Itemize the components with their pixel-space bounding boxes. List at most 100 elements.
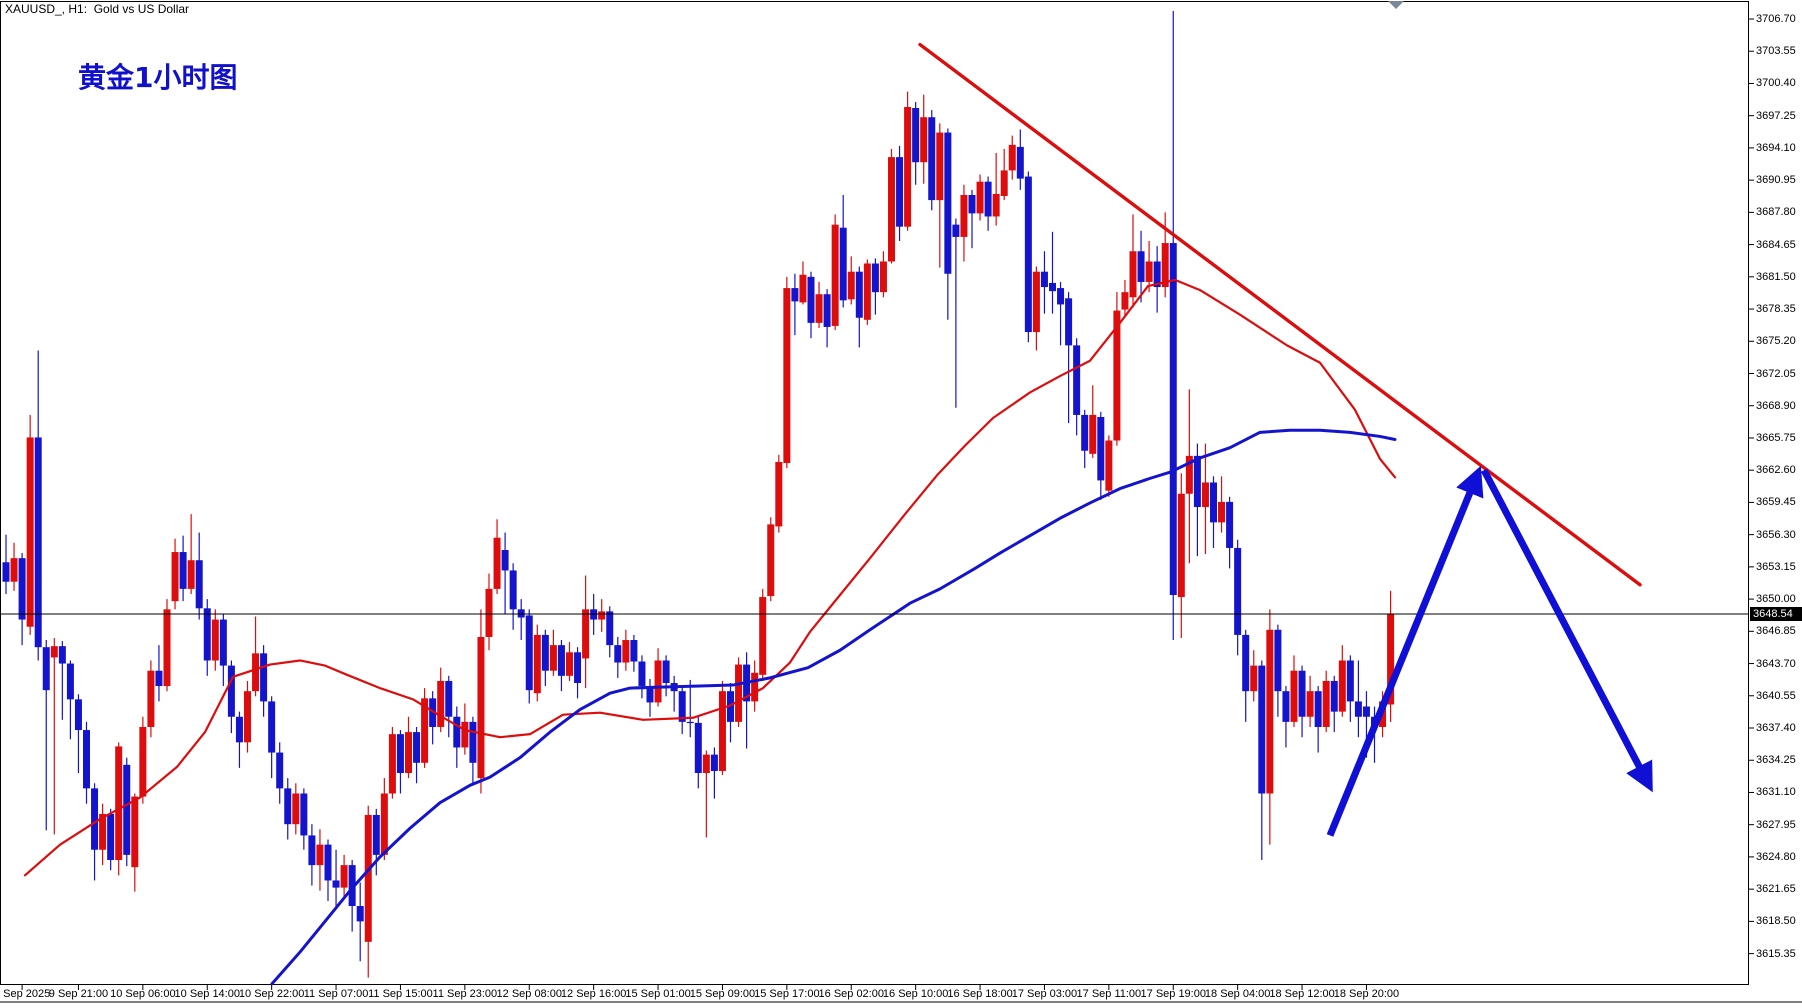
candle-up	[1129, 251, 1137, 298]
candle-up	[888, 157, 895, 262]
candle-up	[26, 437, 34, 627]
candle-up	[1177, 493, 1185, 598]
candle-up	[976, 181, 984, 214]
candle-down	[694, 722, 702, 774]
price-axis-label: 3668.90	[1756, 399, 1796, 412]
price-axis-label: 3621.65	[1756, 883, 1796, 896]
candlestick-series	[2, 10, 1395, 978]
candle-down	[896, 157, 904, 227]
price-axis-label: 3706.70	[1756, 13, 1796, 25]
candle-up	[702, 754, 710, 774]
candle-up	[364, 814, 372, 942]
price-axis-label: 3618.50	[1756, 915, 1796, 928]
price-axis-label: 3640.55	[1756, 689, 1796, 702]
candle-down	[123, 764, 131, 855]
candle-down	[678, 691, 686, 722]
candle-down	[1226, 501, 1234, 548]
candle-up	[211, 619, 219, 661]
candle-up	[405, 732, 412, 774]
price-axis-label: 3615.35	[1756, 947, 1796, 960]
candle-down	[1210, 482, 1217, 523]
candle-down	[541, 634, 549, 671]
price-axis-label: 3694.10	[1756, 141, 1796, 154]
candle-up	[131, 796, 139, 868]
candle-down	[219, 619, 227, 666]
moving-average-slow-blue[interactable]	[270, 428, 1397, 986]
time-axis-label: 16 Sep 02:00	[818, 988, 884, 1000]
price-axis-label: 3700.40	[1756, 77, 1796, 90]
forecast-arrows-object[interactable]	[1326, 465, 1653, 837]
trendline-object[interactable]	[918, 42, 1642, 587]
candle-down	[871, 263, 879, 293]
candle-down	[606, 611, 614, 646]
candle-up	[380, 793, 388, 855]
candle-up	[171, 552, 179, 602]
candle-down	[469, 721, 477, 763]
candle-up	[316, 844, 324, 866]
candle-up	[783, 288, 791, 464]
candle-up	[1105, 440, 1113, 491]
time-axis-label: 10 Sep 22:00	[238, 988, 305, 1000]
candle-down	[1314, 691, 1322, 727]
candle-up	[775, 462, 783, 527]
candle-up	[1266, 629, 1274, 794]
candle-up	[879, 261, 887, 293]
candle-down	[1282, 691, 1290, 722]
candle-up	[1250, 665, 1258, 692]
candle-down	[396, 734, 404, 774]
candle-up	[187, 560, 195, 589]
annotation-text-object[interactable]: 黄金1小时图	[78, 61, 238, 94]
candle-down	[195, 560, 203, 609]
candle-down	[42, 647, 50, 691]
candle-up	[863, 263, 871, 320]
candle-down	[1234, 547, 1242, 635]
time-axis-label: 11 Sep 23:00	[432, 988, 498, 1000]
candle-up	[718, 691, 726, 771]
candle-down	[855, 271, 863, 318]
price-axis-label: 3637.40	[1756, 722, 1796, 734]
candle-down	[557, 645, 565, 676]
time-axis-label: 15 Sep 01:00	[625, 988, 691, 1000]
candle-up	[1338, 660, 1346, 712]
candle-down	[1137, 251, 1145, 282]
price-axis-label: 3659.45	[1756, 496, 1796, 509]
candle-up	[50, 646, 58, 658]
candle-down	[1298, 670, 1306, 717]
candle-down	[74, 699, 82, 731]
chart-title: XAUUSD_, H1: Gold vs US Dollar	[5, 2, 190, 16]
candle-up	[831, 224, 839, 326]
time-axis-label: 17 Sep 19:00	[1140, 988, 1206, 1000]
candle-up	[566, 652, 573, 676]
candle-up	[1185, 455, 1193, 494]
time-axis-label: 16 Sep 18:00	[947, 988, 1013, 1000]
price-axis-label: 3653.15	[1756, 560, 1796, 573]
candle-up	[622, 640, 630, 663]
candle-down	[1081, 414, 1089, 451]
candle-down	[1073, 345, 1081, 415]
candle-up	[533, 634, 541, 694]
candle-down	[1274, 629, 1282, 692]
candle-up	[244, 691, 251, 743]
time-axis-label: 9 Sep 21:00	[48, 988, 109, 1000]
candle-down	[91, 788, 99, 850]
candle-up	[767, 524, 775, 597]
candle-down	[356, 906, 364, 922]
time-axis-label: 11 Sep 15:00	[368, 988, 433, 1000]
candle-down	[1024, 176, 1032, 333]
candle-up	[437, 680, 445, 727]
candle-down	[791, 288, 799, 302]
candle-down	[1040, 271, 1048, 288]
time-axis-label: 10 Sep 06:00	[110, 988, 176, 1000]
candle-up	[340, 865, 348, 888]
price-axis-label: 3646.85	[1756, 625, 1796, 638]
candle-up	[735, 664, 743, 722]
moving-average-fast-red[interactable]	[23, 278, 1397, 877]
candle-down	[1330, 680, 1338, 712]
current-price-badge: 3648.54	[1750, 607, 1802, 622]
candle-down	[928, 117, 936, 201]
candle-up	[163, 609, 171, 687]
candle-down	[429, 698, 437, 727]
candle-down	[1016, 146, 1024, 179]
